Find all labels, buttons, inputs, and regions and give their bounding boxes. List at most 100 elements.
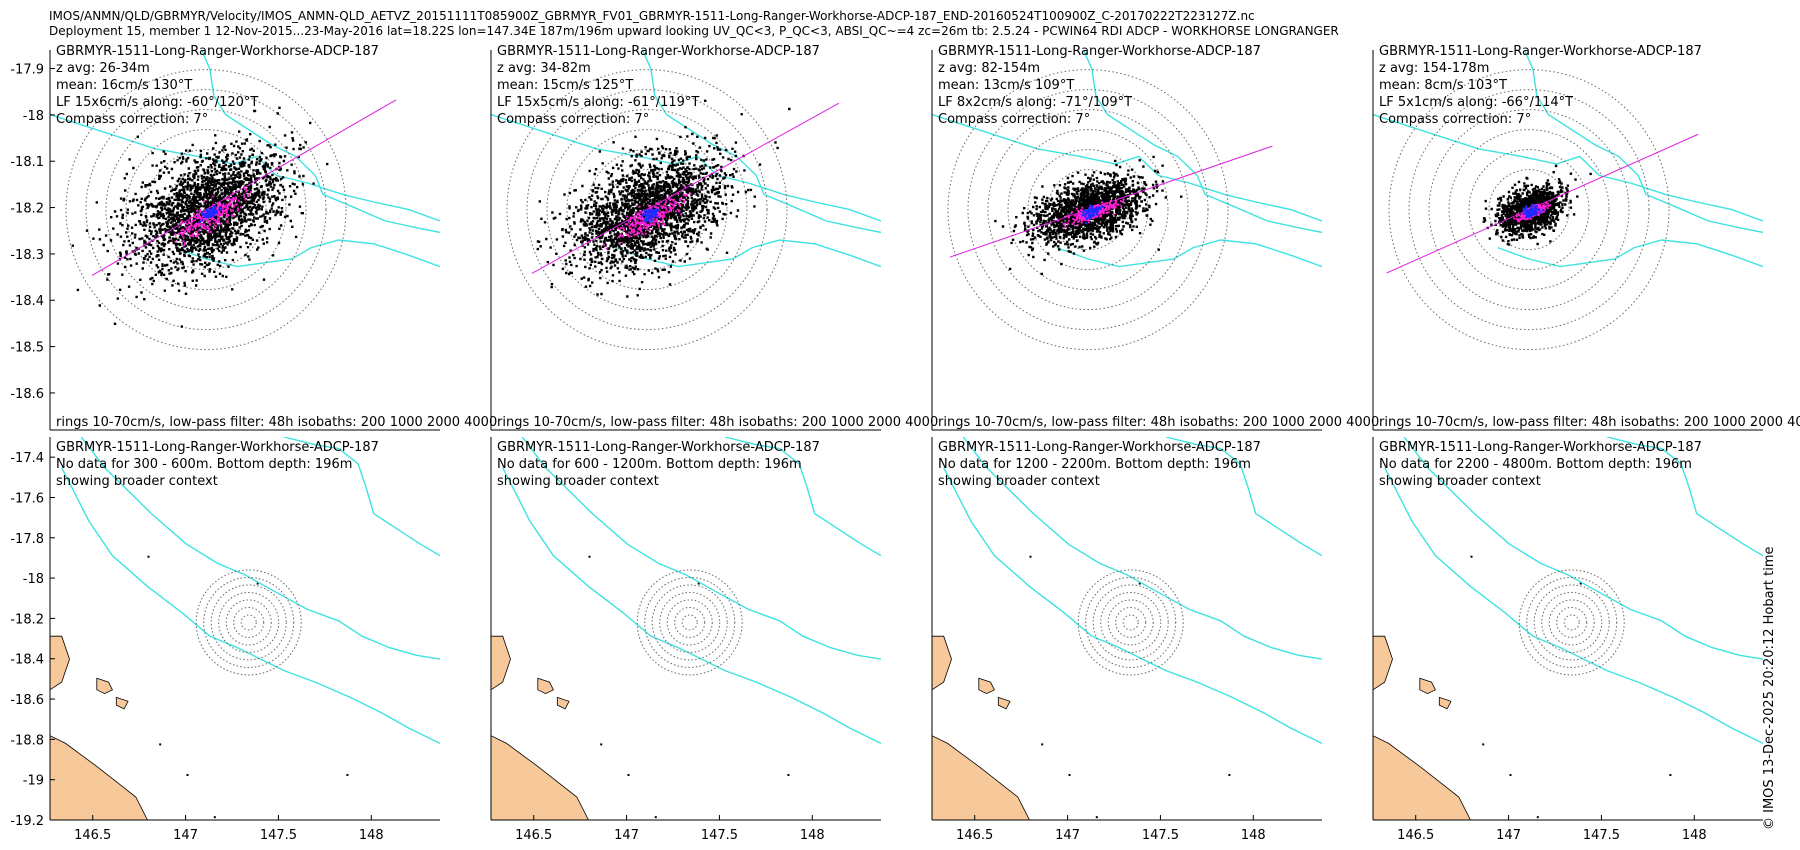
panel-annotation: z avg: 34-82m	[497, 61, 591, 76]
isobath-line	[521, 437, 881, 660]
speed-ring	[651, 584, 728, 661]
panel-annotation: No data for 600 - 1200m. Bottom depth: 1…	[497, 457, 802, 472]
isobath-line	[491, 113, 881, 222]
y-tick-label: -18.4	[10, 653, 44, 668]
isobath-line	[1082, 50, 1322, 234]
x-tick-label: 147	[1496, 828, 1521, 843]
isobath-line	[1384, 467, 1763, 745]
land-polygon	[1373, 735, 1471, 820]
isobath-line	[80, 437, 440, 660]
reef-marker	[1509, 774, 1512, 777]
credit-text: © IMOS 13-Dec-2025 20:20:12 Hobart time	[1762, 546, 1777, 830]
reef-marker	[588, 555, 591, 558]
x-tick-label: 147	[173, 828, 198, 843]
y-tick-label: -18.2	[10, 612, 44, 627]
land-polygon	[96, 677, 113, 695]
x-tick-label: 147.5	[260, 828, 297, 843]
speed-ring	[987, 109, 1189, 311]
speed-ring	[659, 591, 721, 653]
speed-ring	[1115, 606, 1147, 638]
speed-ring	[947, 69, 1229, 351]
speed-ring	[85, 89, 327, 331]
x-tick-label: 148	[1241, 828, 1266, 843]
isobath-line	[943, 467, 1322, 745]
speed-ring	[674, 606, 706, 638]
speed-ring	[666, 599, 713, 646]
isobath-line	[50, 113, 440, 222]
speed-ring	[1556, 606, 1588, 638]
reef-marker	[1579, 582, 1582, 585]
isobath-line	[1606, 437, 1763, 557]
speed-ring	[967, 89, 1209, 331]
isobath-line	[1165, 437, 1322, 557]
land-polygon	[1419, 677, 1436, 695]
land-polygon	[932, 635, 952, 691]
panel-title: GBRMYR-1511-Long-Ranger-Workhorse-ADCP-1…	[56, 440, 379, 455]
panel-annotation: mean: 13cm/s 109°T	[938, 78, 1074, 93]
principal-axis-line	[1386, 133, 1699, 274]
x-tick-label: 147	[1055, 828, 1080, 843]
panel-title: GBRMYR-1511-Long-Ranger-Workhorse-ADCP-1…	[938, 440, 1261, 455]
x-tick-label: 148	[359, 828, 384, 843]
isobath-line	[502, 467, 881, 745]
panel-title: GBRMYR-1511-Long-Ranger-Workhorse-ADCP-1…	[497, 440, 820, 455]
speed-ring	[506, 69, 788, 351]
speed-ring	[210, 584, 287, 661]
panel-annotation: No data for 1200 - 2200m. Bottom depth: …	[938, 457, 1251, 472]
panel-annotation: Compass correction: 7°	[497, 112, 649, 127]
reef-marker	[697, 582, 700, 585]
x-tick-label: 146.5	[1397, 828, 1434, 843]
speed-ring	[1107, 599, 1154, 646]
scatter-panel-1: -17.9 -18 -18.1 -18.2 -18.3 -18.4 -18.5 -18.6 GB…	[10, 44, 497, 431]
panel-annotation: LF 8x2cm/s along: -71°/109°T	[938, 95, 1132, 110]
map-panel-4: 146.5 147 147.5 148 GBRMYR-1511-Long-Ranger-…	[1372, 437, 1763, 843]
isobath-line	[1523, 50, 1763, 234]
figure-header-line2: Deployment 15, member 1 12-Nov-2015...23…	[49, 24, 1339, 38]
speed-ring	[1085, 576, 1177, 668]
panel-annotation: showing broader context	[56, 474, 218, 489]
y-tick-label: -18	[23, 572, 44, 587]
lowpass-points	[1057, 198, 1125, 229]
isobath-line	[932, 113, 1322, 222]
isobath-line	[615, 239, 881, 268]
panel-annotation: showing broader context	[938, 474, 1100, 489]
isobath-line	[962, 437, 1322, 660]
mean-cluster	[1081, 204, 1105, 225]
mean-cluster	[641, 208, 660, 223]
figure-header-line1: IMOS/ANMN/QLD/GBRMYR/Velocity/IMOS_ANMN-…	[49, 9, 1255, 23]
reef-marker	[1029, 555, 1032, 558]
panel-footer: rings 10-70cm/s, low-pass filter: 48h is…	[938, 415, 1379, 430]
reef-marker	[346, 774, 349, 777]
land-polygon	[978, 677, 995, 695]
y-tick-label: -19.2	[10, 814, 44, 829]
x-tick-label: 147	[614, 828, 639, 843]
isobath-line	[200, 50, 440, 234]
speed-ring	[1077, 569, 1184, 676]
speed-ring	[1518, 569, 1625, 676]
map-panel-2: 146.5 147 147.5 148 GBRMYR-1511-Long-Ranger-…	[490, 437, 881, 843]
speed-ring	[218, 591, 280, 653]
reef-marker	[1095, 816, 1098, 819]
speed-ring	[1100, 591, 1162, 653]
land-polygon	[50, 735, 148, 820]
speed-ring	[1526, 576, 1618, 668]
velocity-scatter	[536, 99, 791, 298]
isobath-line	[724, 437, 881, 557]
speed-ring	[1007, 129, 1169, 291]
scatter-panel-3: GBRMYR-1511-Long-Ranger-Workhorse-ADCP-1…	[931, 44, 1379, 431]
panel-title: GBRMYR-1511-Long-Ranger-Workhorse-ADCP-1…	[938, 44, 1261, 59]
speed-ring	[105, 109, 307, 311]
isobath-line	[1403, 437, 1763, 660]
x-tick-label: 147.5	[701, 828, 738, 843]
reef-marker	[787, 774, 790, 777]
panel-annotation: z avg: 154-178m	[1379, 61, 1489, 76]
panel-annotation: No data for 2200 - 4800m. Bottom depth: …	[1379, 457, 1692, 472]
speed-ring	[1092, 584, 1169, 661]
panel-annotation: z avg: 26-34m	[56, 61, 150, 76]
panel-footer: rings 10-70cm/s, low-pass filter: 48h is…	[1379, 415, 1800, 430]
speed-ring	[145, 149, 267, 271]
x-tick-label: 147.5	[1583, 828, 1620, 843]
scatter-panel-4: GBRMYR-1511-Long-Ranger-Workhorse-ADCP-1…	[1372, 44, 1800, 431]
reef-marker	[1138, 582, 1141, 585]
